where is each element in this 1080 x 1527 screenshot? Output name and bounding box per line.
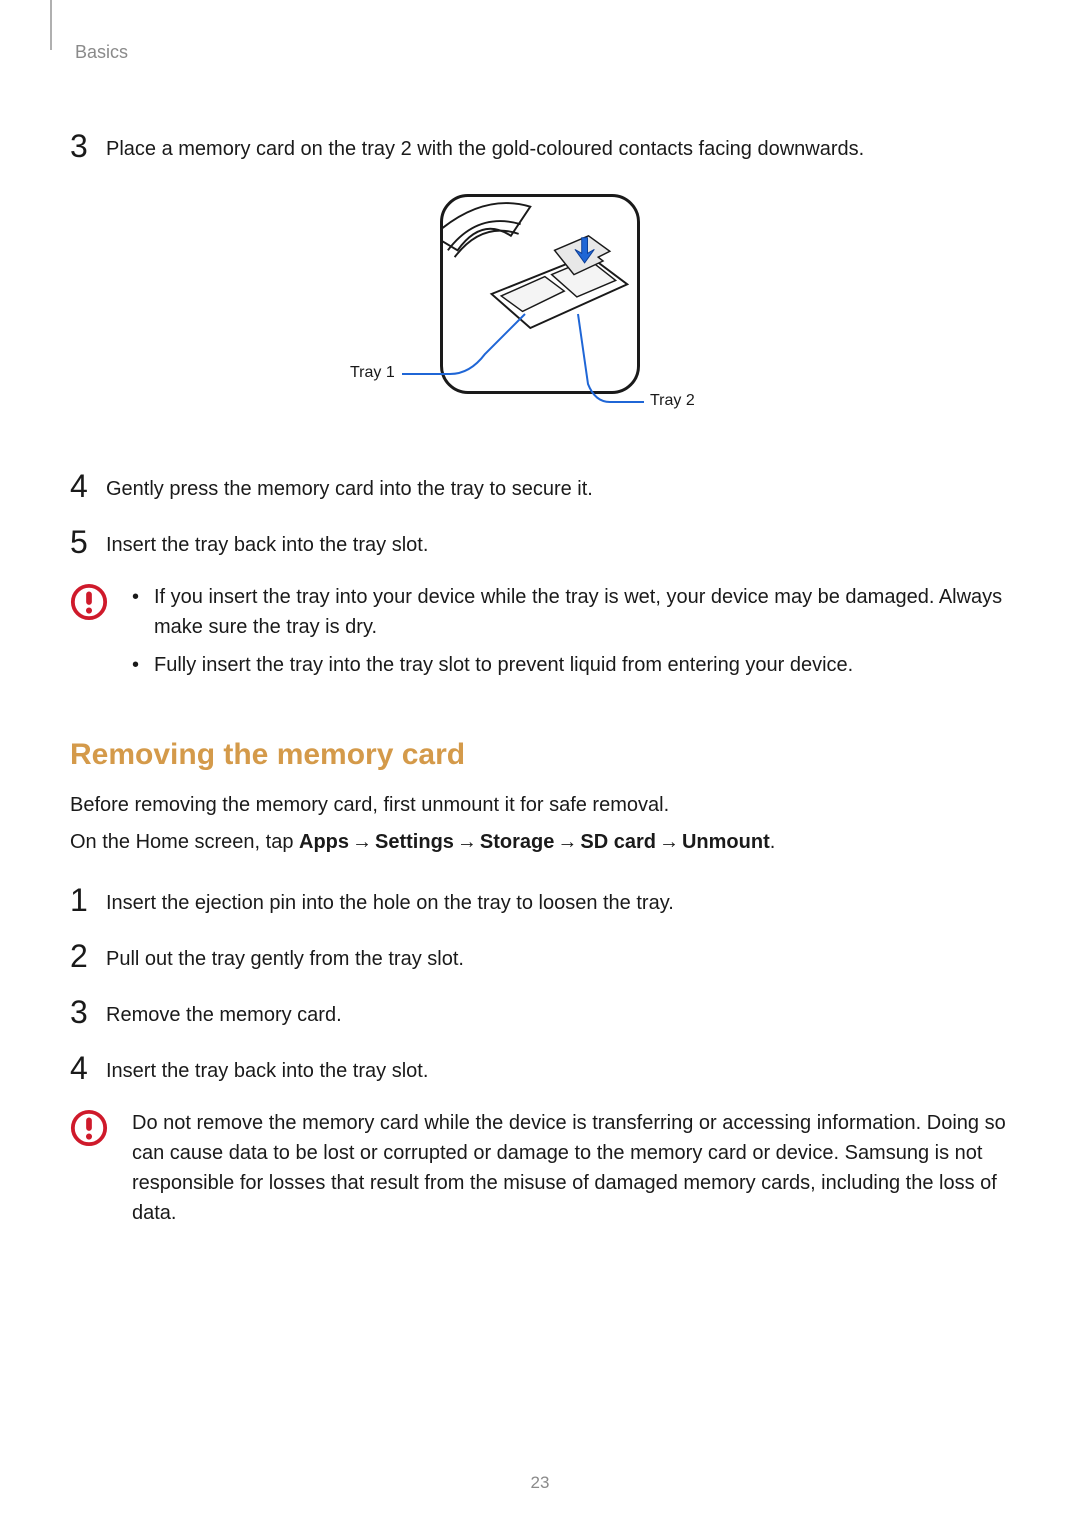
figure-block: Tray 1 Tray 2 bbox=[70, 194, 1010, 424]
step-number: 3 bbox=[70, 996, 106, 1028]
step-item: 3 Place a memory card on the tray 2 with… bbox=[70, 130, 1010, 164]
path-settings: Settings bbox=[375, 831, 454, 853]
warning-icon bbox=[70, 1109, 108, 1147]
step-text: Place a memory card on the tray 2 with t… bbox=[106, 130, 864, 164]
warning-paragraph: Do not remove the memory card while the … bbox=[132, 1108, 1010, 1228]
arrow-icon: → bbox=[454, 831, 480, 853]
step-item: 4 Gently press the memory card into the … bbox=[70, 470, 1010, 504]
arrow-icon: → bbox=[554, 831, 580, 853]
warning-block: If you insert the tray into your device … bbox=[70, 582, 1010, 688]
step-number: 1 bbox=[70, 884, 106, 916]
step-item: 2 Pull out the tray gently from the tray… bbox=[70, 940, 1010, 974]
step-number: 5 bbox=[70, 526, 106, 558]
path-storage: Storage bbox=[480, 831, 554, 853]
page-header: Basics bbox=[70, 30, 1010, 70]
path-prefix: On the Home screen, tap bbox=[70, 831, 299, 853]
step-item: 5 Insert the tray back into the tray slo… bbox=[70, 526, 1010, 560]
step-text: Insert the tray back into the tray slot. bbox=[106, 1052, 428, 1086]
step-text: Gently press the memory card into the tr… bbox=[106, 470, 593, 504]
tray-illustration-icon bbox=[443, 197, 637, 391]
step-text: Pull out the tray gently from the tray s… bbox=[106, 940, 464, 974]
figure-callout-left: Tray 1 bbox=[350, 364, 395, 382]
section-heading: Removing the memory card bbox=[70, 738, 1010, 772]
page-number: 23 bbox=[0, 1473, 1080, 1493]
path-sdcard: SD card bbox=[580, 831, 656, 853]
warning-list-item: If you insert the tray into your device … bbox=[132, 582, 1010, 642]
warning-list: If you insert the tray into your device … bbox=[132, 582, 1010, 688]
arrow-icon: → bbox=[349, 831, 375, 853]
figure-frame bbox=[440, 194, 640, 394]
figure-inner: Tray 1 Tray 2 bbox=[320, 194, 760, 424]
path-apps: Apps bbox=[299, 831, 349, 853]
step-text: Insert the ejection pin into the hole on… bbox=[106, 884, 674, 918]
step-number: 4 bbox=[70, 470, 106, 502]
step-item: 4 Insert the tray back into the tray slo… bbox=[70, 1052, 1010, 1086]
arrow-icon: → bbox=[656, 831, 682, 853]
intro-paragraph: Before removing the memory card, first u… bbox=[70, 790, 1010, 821]
step-item: 3 Remove the memory card. bbox=[70, 996, 1010, 1030]
path-unmount: Unmount bbox=[682, 831, 770, 853]
page: Basics 3 Place a memory card on the tray… bbox=[0, 0, 1080, 1527]
nav-path-paragraph: On the Home screen, tap Apps→Settings→St… bbox=[70, 827, 1010, 858]
step-number: 3 bbox=[70, 130, 106, 162]
steps-group: 1 Insert the ejection pin into the hole … bbox=[70, 884, 1010, 1086]
step-item: 1 Insert the ejection pin into the hole … bbox=[70, 884, 1010, 918]
header-tick-line bbox=[50, 0, 52, 50]
warning-icon bbox=[70, 583, 108, 621]
step-text: Insert the tray back into the tray slot. bbox=[106, 526, 428, 560]
warning-list-item: Fully insert the tray into the tray slot… bbox=[132, 650, 1010, 680]
step-number: 2 bbox=[70, 940, 106, 972]
step-number: 4 bbox=[70, 1052, 106, 1084]
breadcrumb: Basics bbox=[75, 42, 128, 63]
warning-block: Do not remove the memory card while the … bbox=[70, 1108, 1010, 1228]
step-text: Remove the memory card. bbox=[106, 996, 342, 1030]
figure-callout-right: Tray 2 bbox=[650, 392, 695, 410]
